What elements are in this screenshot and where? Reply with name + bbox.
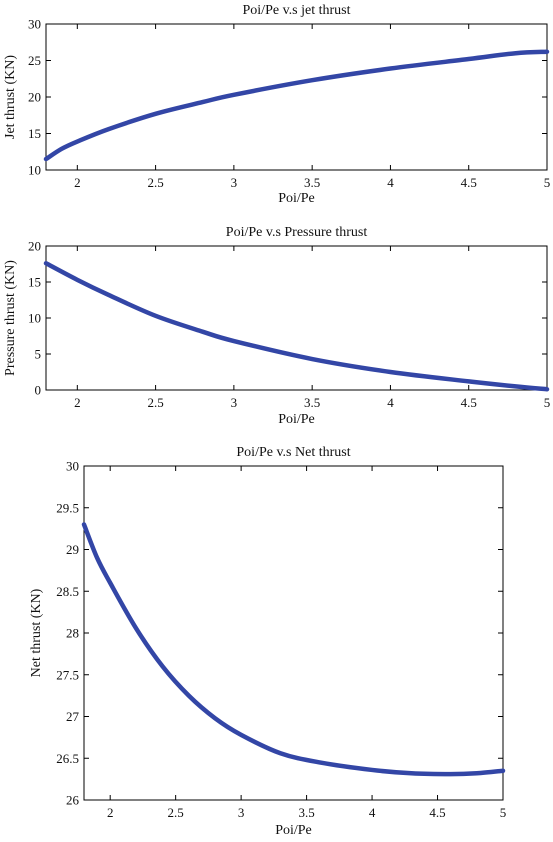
y-tick-label: 30: [66, 459, 79, 474]
series-line: [43, 261, 550, 392]
x-axis-label: Poi/Pe: [275, 823, 312, 838]
chart-title: Poi/Pe v.s jet thrust: [243, 3, 351, 18]
chart-1: 2 2.5 3 3.5 4 4.5 5 10 15 20 25 30 Poi/Pe v.s jet th…: [3, 3, 550, 206]
y-tick-label: 10: [28, 311, 41, 326]
y-tick-label: 28: [66, 626, 79, 641]
y-tick-label: 20: [28, 239, 41, 254]
x-tick-label: 3.5: [304, 395, 320, 410]
y-axis-label: Jet thrust (KN): [3, 55, 18, 139]
x-tick-label: 5: [500, 805, 507, 820]
y-tick-label: 5: [35, 347, 42, 362]
x-tick-label: 4.5: [429, 805, 445, 820]
y-tick-label: 25: [28, 53, 41, 68]
x-tick-label: 2.5: [147, 395, 163, 410]
x-tick-label: 3: [231, 175, 238, 190]
x-tick-label: 3: [238, 805, 245, 820]
plot-frame: [45, 23, 548, 171]
y-tick-label: 0: [35, 383, 42, 398]
y-axis-label: Pressure thrust (KN): [3, 260, 18, 376]
x-tick-label: 4.5: [461, 395, 477, 410]
x-tick-label: 2: [74, 175, 81, 190]
y-tick-label: 15: [28, 126, 41, 141]
x-tick-label: 3.5: [298, 805, 314, 820]
y-tick-label: 27.5: [56, 667, 79, 682]
plot-frame: [83, 465, 504, 801]
y-tick-label: 26: [66, 793, 80, 808]
plot-frame: [45, 245, 548, 391]
y-axis-label: Net thrust (KN): [29, 588, 44, 677]
y-tick-label: 30: [28, 17, 41, 32]
chart-title: Poi/Pe v.s Net thrust: [236, 445, 350, 460]
x-tick-label: 2: [74, 395, 81, 410]
x-axis-label: Poi/Pe: [278, 191, 315, 206]
series-line: [43, 49, 550, 162]
x-tick-label: 2: [107, 805, 114, 820]
chart-title: Poi/Pe v.s Pressure thrust: [226, 225, 368, 240]
x-tick-label: 3.5: [304, 175, 320, 190]
y-tick-label: 20: [28, 90, 41, 105]
x-tick-label: 2.5: [168, 805, 184, 820]
x-tick-label: 3: [231, 395, 238, 410]
x-tick-label: 2.5: [147, 175, 163, 190]
y-tick-label: 15: [28, 275, 41, 290]
y-tick-label: 10: [28, 163, 41, 178]
y-tick-label: 27: [66, 709, 80, 724]
x-tick-label: 4: [387, 395, 394, 410]
x-tick-label: 5: [544, 175, 551, 190]
chart-3: 2 2.5 3 3.5 4 4.5 5 26 26.5 27 27.5 28 28.5 29 29.5 30 P…: [29, 445, 506, 838]
x-tick-label: 5: [544, 395, 551, 410]
y-tick-label: 26.5: [56, 751, 79, 766]
x-tick-label: 4: [369, 805, 376, 820]
y-tick-label: 28.5: [56, 584, 79, 599]
x-tick-label: 4.5: [461, 175, 477, 190]
x-axis-label: Poi/Pe: [278, 412, 315, 427]
series-line: [81, 522, 506, 777]
y-tick-label: 29: [66, 542, 79, 557]
x-tick-label: 4: [387, 175, 394, 190]
y-tick-label: 29.5: [56, 500, 79, 515]
chart-2: 2 2.5 3 3.5 4 4.5 5 0 5 10 15 20 Poi/Pe v.s Pressure…: [3, 225, 550, 427]
